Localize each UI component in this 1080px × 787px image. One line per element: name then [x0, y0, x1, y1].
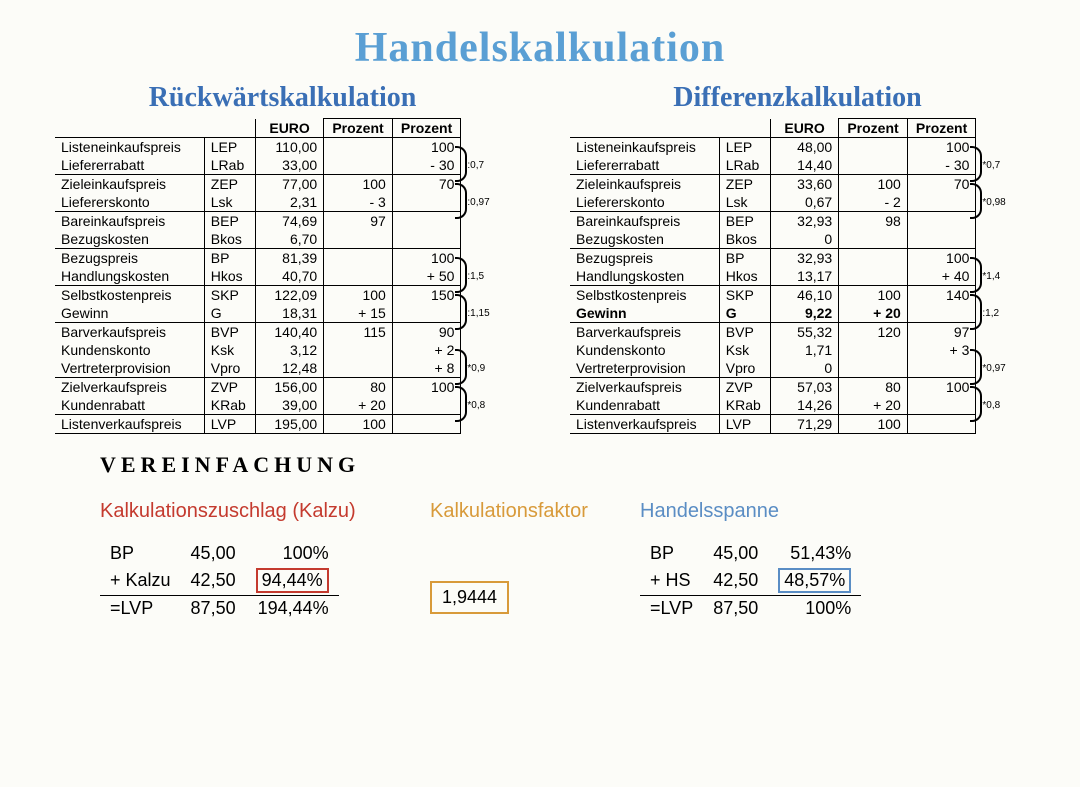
table-row: LiefererrabattLRab14,40- 30*0,7 — [570, 156, 1025, 175]
table-row: KundenskontoKsk3,12+ 2 — [55, 341, 510, 359]
simplify-heading: VEREINFACHUNG — [100, 452, 980, 478]
table-row: LiefererskontoLsk2,31- 3:0,97 — [55, 193, 510, 212]
table-row: SelbstkostenpreisSKP46,10100140 — [570, 286, 1025, 305]
table-row: ListenverkaufspreisLVP71,29100 — [570, 415, 1025, 434]
box-kalzu: Kalkulationszuschlag (Kalzu) BP45,00100%… — [100, 500, 400, 621]
table-row: BareinkaufspreisBEP74,6997 — [55, 212, 510, 231]
table-row: =LVP87,50194,44% — [100, 596, 339, 622]
table-row: KundenrabattKRab39,00+ 20*0,8 — [55, 396, 510, 415]
kalzu-highlight: 94,44% — [256, 568, 329, 593]
box-faktor: Kalkulationsfaktor 1,9444 — [430, 500, 610, 621]
table-row: LiefererskontoLsk0,67- 2*0,98 — [570, 193, 1025, 212]
table-spanne: BP45,0051,43%+ HS42,5048,57%=LVP87,50100… — [640, 541, 861, 621]
table-row: KundenrabattKRab14,26+ 20*0,8 — [570, 396, 1025, 415]
table-row: =LVP87,50100% — [640, 596, 861, 622]
panel-title-left: Rückwärtskalkulation — [55, 82, 510, 114]
table-row: ZieleinkaufspreisZEP33,6010070 — [570, 175, 1025, 194]
table-row: ListeneinkaufspreisLEP110,00100 — [55, 138, 510, 157]
panel-title-right: Differenzkalkulation — [570, 82, 1025, 114]
table-row: BezugspreisBP81,39100 — [55, 249, 510, 268]
table-row: BareinkaufspreisBEP32,9398 — [570, 212, 1025, 231]
table-row: BP45,00100% — [100, 541, 339, 566]
table-row: KundenskontoKsk1,71+ 3 — [570, 341, 1025, 359]
table-rueckwaerts: EUROProzentProzentListeneinkaufspreisLEP… — [55, 118, 510, 434]
table-row: ZieleinkaufspreisZEP77,0010070 — [55, 175, 510, 194]
panel-differenz: Differenzkalkulation EUROProzentProzentL… — [570, 82, 1025, 434]
spanne-highlight: 48,57% — [778, 568, 851, 593]
table-row: ListeneinkaufspreisLEP48,00100 — [570, 138, 1025, 157]
table-row: VertreterprovisionVpro0*0,97 — [570, 359, 1025, 378]
faktor-value: 1,9444 — [430, 581, 509, 614]
table-row: BezugskostenBkos6,70 — [55, 230, 510, 249]
simplification: VEREINFACHUNG Kalkulationszuschlag (Kalz… — [0, 452, 1080, 621]
table-row: ListenverkaufspreisLVP195,00100 — [55, 415, 510, 434]
table-row: BarverkaufspreisBVP55,3212097 — [570, 323, 1025, 342]
table-row: SelbstkostenpreisSKP122,09100150 — [55, 286, 510, 305]
table-differenz: EUROProzentProzentListeneinkaufspreisLEP… — [570, 118, 1025, 434]
table-row: GewinnG9,22+ 20:1,2 — [570, 304, 1025, 323]
faktor-title: Kalkulationsfaktor — [430, 500, 610, 523]
table-row: BarverkaufspreisBVP140,4011590 — [55, 323, 510, 342]
table-row: HandlungskostenHkos40,70+ 50:1,5 — [55, 267, 510, 286]
table-row: ZielverkaufspreisZVP57,0380100 — [570, 378, 1025, 397]
table-row: BezugskostenBkos0 — [570, 230, 1025, 249]
table-row: + HS42,5048,57% — [640, 566, 861, 596]
kalzu-title: Kalkulationszuschlag (Kalzu) — [100, 500, 400, 523]
calc-panels: Rückwärtskalkulation EUROProzentProzentL… — [0, 82, 1080, 434]
table-row: VertreterprovisionVpro12,48+ 8*0,9 — [55, 359, 510, 378]
table-row: BP45,0051,43% — [640, 541, 861, 566]
table-row: ZielverkaufspreisZVP156,0080100 — [55, 378, 510, 397]
box-spanne: Handelsspanne BP45,0051,43%+ HS42,5048,5… — [640, 500, 970, 621]
spanne-title: Handelsspanne — [640, 500, 970, 523]
table-row: + Kalzu42,5094,44% — [100, 566, 339, 596]
table-row: HandlungskostenHkos13,17+ 40*1,4 — [570, 267, 1025, 286]
main-title: Handelskalkulation — [0, 24, 1080, 72]
table-row: BezugspreisBP32,93100 — [570, 249, 1025, 268]
table-row: GewinnG18,31+ 15:1,15 — [55, 304, 510, 323]
table-kalzu: BP45,00100%+ Kalzu42,5094,44%=LVP87,5019… — [100, 541, 339, 621]
panel-rueckwaerts: Rückwärtskalkulation EUROProzentProzentL… — [55, 82, 510, 434]
table-row: LiefererrabattLRab33,00- 30:0,7 — [55, 156, 510, 175]
